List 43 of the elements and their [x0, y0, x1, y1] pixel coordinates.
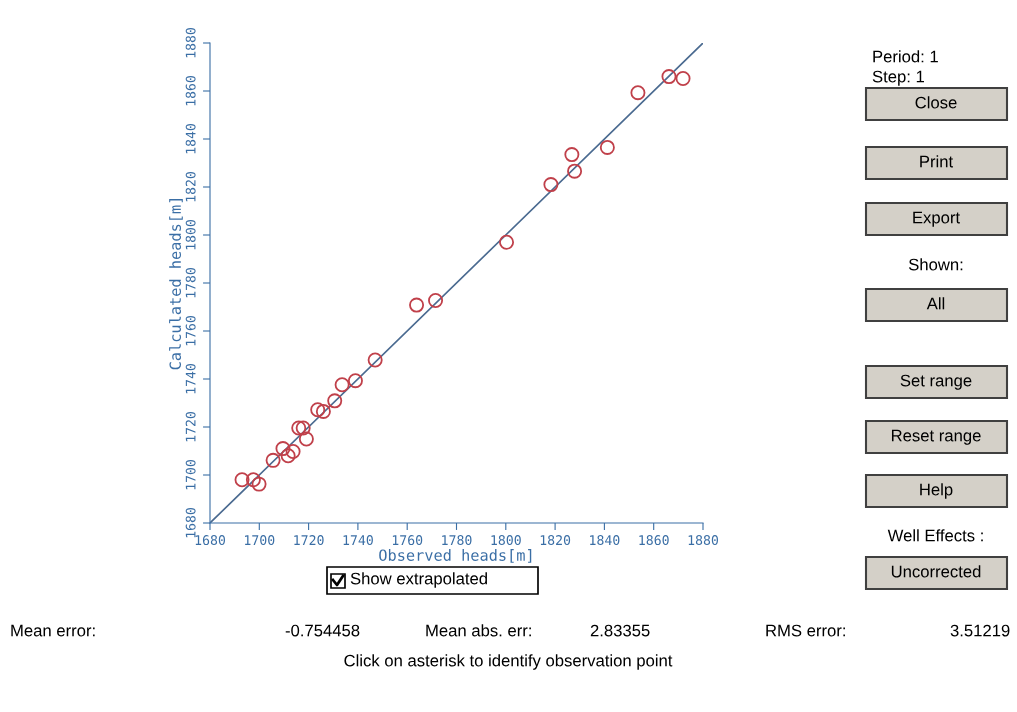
- y-tick-label: 1760: [185, 315, 196, 346]
- x-tick-label: 1760: [392, 535, 423, 546]
- x-tick-label: 1700: [245, 535, 275, 546]
- text: RMS error:: [766, 624, 845, 637]
- x-axis-title: Observed heads[m]: [379, 549, 532, 563]
- text: 2.83355: [590, 624, 650, 637]
- x-tick-label: 1720: [294, 535, 324, 546]
- text: 3.51219: [950, 624, 1010, 637]
- text: Reset range: [891, 429, 981, 445]
- text: Show extrapolated: [350, 572, 487, 588]
- text: Close: [915, 96, 957, 109]
- text: Shown:: [908, 258, 963, 271]
- text: Click on asterisk to identify observation point: [344, 654, 673, 670]
- y-tick-label: 1700: [185, 459, 196, 490]
- text: Export: [913, 211, 960, 227]
- y-tick-label: 1880: [185, 27, 196, 58]
- y-tick-label: 1720: [185, 411, 196, 442]
- x-tick-label: 1820: [540, 535, 571, 546]
- y-axis-title: Calculated heads[m]: [169, 199, 183, 370]
- text: Mean error:: [11, 624, 95, 637]
- y-tick-label: 1820: [185, 171, 196, 202]
- x-tick-label: 1740: [343, 535, 373, 546]
- x-tick-label: 1800: [491, 535, 521, 546]
- text: Step: 1: [872, 70, 924, 86]
- y-tick-label: 1780: [185, 267, 196, 298]
- text: Well Effects :: [887, 529, 983, 542]
- x-tick-label: 1880: [688, 535, 719, 546]
- x-tick-label: 1860: [639, 535, 669, 546]
- y-tick-label: 1740: [185, 363, 196, 394]
- x-tick-label: 1680: [195, 535, 226, 546]
- y-tick-label: 1800: [185, 219, 196, 250]
- x-tick-label: 1840: [590, 535, 620, 546]
- text: Set range: [900, 374, 972, 390]
- text: Print: [920, 155, 954, 168]
- text: -0.754458: [285, 624, 360, 637]
- y-tick-label: 1840: [185, 123, 196, 154]
- text: All: [926, 297, 945, 310]
- text: Help: [920, 483, 953, 499]
- text: Mean abs. err:: [426, 624, 531, 637]
- y-tick-label: 1860: [185, 75, 196, 106]
- text: Uncorrected: [891, 565, 981, 578]
- text: Period: 1: [873, 50, 938, 63]
- x-tick-label: 1780: [442, 535, 472, 546]
